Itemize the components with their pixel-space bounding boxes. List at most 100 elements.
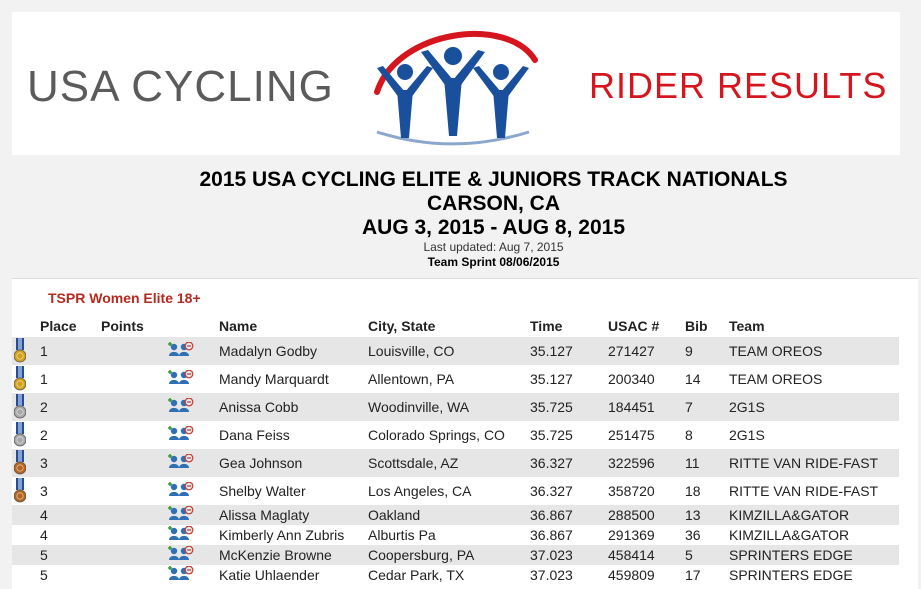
result-city: Allentown, PA <box>368 371 455 387</box>
result-usac: 288500 <box>608 507 655 523</box>
result-time: 37.023 <box>530 547 573 563</box>
result-time: 36.327 <box>530 483 573 499</box>
result-city: Cedar Park, TX <box>368 567 465 583</box>
add-rider-icon[interactable] <box>168 546 194 560</box>
add-rider-icon[interactable] <box>168 426 194 440</box>
col-time[interactable]: Time <box>530 318 563 334</box>
col-city[interactable]: City, State <box>368 318 436 334</box>
result-name[interactable]: Alissa Maglaty <box>219 507 310 523</box>
result-place: 3 <box>40 455 48 471</box>
add-rider-icon[interactable] <box>168 526 194 540</box>
gold-medal-icon <box>14 338 26 363</box>
last-updated: Last updated: Aug 7, 2015 <box>423 240 564 254</box>
col-bib[interactable]: Bib <box>685 318 708 334</box>
result-team: TEAM OREOS <box>729 371 823 387</box>
result-name[interactable]: McKenzie Browne <box>219 547 332 563</box>
col-name[interactable]: Name <box>219 318 258 334</box>
result-city: Louisville, CO <box>368 343 455 359</box>
result-place: 3 <box>40 483 48 499</box>
category-title[interactable]: TSPR Women Elite 18+ <box>48 290 201 306</box>
result-place: 2 <box>40 427 48 443</box>
race-name: Team Sprint 08/06/2015 <box>427 255 560 269</box>
result-name[interactable]: Shelby Walter <box>219 483 306 499</box>
result-city: Scottsdale, AZ <box>368 455 459 471</box>
result-city: Coopersburg, PA <box>368 547 475 563</box>
result-name[interactable]: Anissa Cobb <box>219 399 299 415</box>
result-time: 35.127 <box>530 371 573 387</box>
result-city: Colorado Springs, CO <box>368 427 505 443</box>
result-team: 2G1S <box>729 399 765 415</box>
table-row: 5 Katie Uhlaender Cedar Park, TX 37.023 4598… <box>12 565 899 585</box>
result-usac: 291369 <box>608 527 655 543</box>
result-team: SPRINTERS EDGE <box>729 567 853 583</box>
result-time: 36.867 <box>530 507 573 523</box>
result-bib: 18 <box>685 483 701 499</box>
result-bib: 14 <box>685 371 701 387</box>
add-rider-icon[interactable] <box>168 398 194 412</box>
add-rider-icon[interactable] <box>168 342 194 356</box>
result-bib: 7 <box>685 399 693 415</box>
col-usac[interactable]: USAC # <box>608 318 660 334</box>
add-rider-icon[interactable] <box>168 506 194 520</box>
result-usac: 251475 <box>608 427 655 443</box>
result-name[interactable]: Gea Johnson <box>219 455 303 471</box>
result-place: 5 <box>40 567 48 583</box>
result-place: 2 <box>40 399 48 415</box>
silver-medal-icon <box>14 394 26 419</box>
table-row: 1 Mandy Marquardt Allentown, PA 35.127 20034… <box>12 365 899 393</box>
result-usac: 458414 <box>608 547 655 563</box>
result-place: 4 <box>40 507 48 523</box>
table-row: 2 Dana Feiss Colorado Springs, CO 35.725 251… <box>12 421 899 449</box>
result-usac: 358720 <box>608 483 655 499</box>
event-dates: AUG 3, 2015 - AUG 8, 2015 <box>361 216 625 239</box>
table-row: 4 Kimberly Ann Zubris Alburtis Pa 36.867 291… <box>12 525 899 545</box>
bronze-medal-icon <box>14 450 26 475</box>
result-name[interactable]: Katie Uhlaender <box>219 567 320 583</box>
result-usac: 200340 <box>608 371 655 387</box>
result-team: RITTE VAN RIDE-FAST <box>729 483 879 499</box>
add-rider-icon[interactable] <box>168 454 194 468</box>
result-city: Woodinville, WA <box>368 399 470 415</box>
result-team: RITTE VAN RIDE-FAST <box>729 455 879 471</box>
gold-medal-icon <box>14 366 26 391</box>
result-city: Los Angeles, CA <box>368 483 472 499</box>
add-rider-icon[interactable] <box>168 370 194 384</box>
silver-medal-icon <box>14 422 26 447</box>
table-row: 3 Gea Johnson Scottsdale, AZ 36.327 322596 11… <box>12 449 899 477</box>
result-bib: 9 <box>685 343 693 359</box>
result-team: KIMZILLA&GATOR <box>729 507 850 523</box>
table-row: 3 Shelby Walter Los Angeles, CA 36.327 35872… <box>12 477 899 505</box>
result-place: 4 <box>40 527 48 543</box>
result-time: 35.725 <box>530 399 573 415</box>
table-header: Place Points Name City, State Time USAC … <box>12 317 918 335</box>
result-place: 1 <box>40 371 48 387</box>
result-usac: 459809 <box>608 567 655 583</box>
col-points[interactable]: Points <box>101 318 144 334</box>
result-team: SPRINTERS EDGE <box>729 547 853 563</box>
usa-cycling-wordmark: USA CYCLING <box>27 62 334 111</box>
table-row: 4 Alissa Maglaty Oakland 36.867 288500 13 KIMZ… <box>12 505 899 525</box>
add-rider-icon[interactable] <box>168 482 194 496</box>
table-row: 5 McKenzie Browne Coopersburg, PA 37.023 458… <box>12 545 899 565</box>
col-team[interactable]: Team <box>729 318 765 334</box>
table-row: 2 Anissa Cobb Woodinville, WA 35.725 184451 7… <box>12 393 899 421</box>
result-time: 36.867 <box>530 527 573 543</box>
usa-cycling-logo <box>374 31 538 146</box>
result-name[interactable]: Mandy Marquardt <box>219 371 329 387</box>
result-place: 5 <box>40 547 48 563</box>
result-usac: 322596 <box>608 455 655 471</box>
rider-results-heading: RIDER RESULTS <box>589 65 888 106</box>
result-name[interactable]: Kimberly Ann Zubris <box>219 527 345 543</box>
result-time: 37.023 <box>530 567 573 583</box>
result-bib: 17 <box>685 567 701 583</box>
result-bib: 5 <box>685 547 693 563</box>
result-time: 35.127 <box>530 343 573 359</box>
result-place: 1 <box>40 343 48 359</box>
result-name[interactable]: Dana Feiss <box>219 427 290 443</box>
result-usac: 271427 <box>608 343 655 359</box>
result-name[interactable]: Madalyn Godby <box>219 343 318 359</box>
add-rider-icon[interactable] <box>168 566 194 580</box>
bronze-medal-icon <box>14 478 26 503</box>
event-title: 2015 USA CYCLING ELITE & JUNIORS TRACK N… <box>199 168 788 191</box>
col-place[interactable]: Place <box>40 318 77 334</box>
